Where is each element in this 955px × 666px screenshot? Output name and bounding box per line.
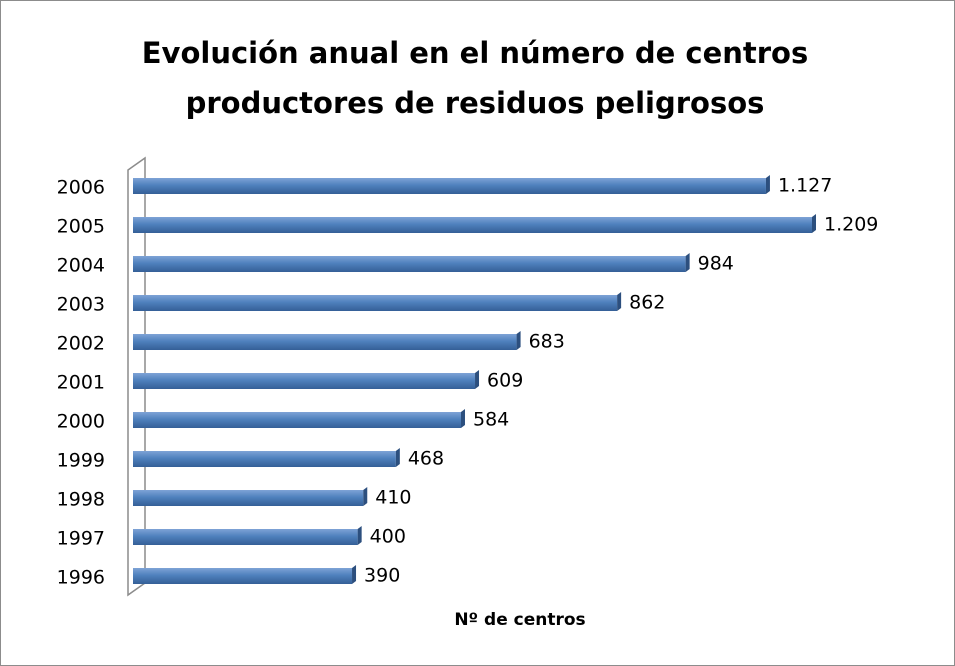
bar <box>133 490 364 506</box>
value-label: 468 <box>408 448 444 470</box>
value-label: 984 <box>698 253 734 275</box>
bar <box>133 178 766 194</box>
value-label: 1.127 <box>778 175 832 197</box>
y-tick-label: 2001 <box>57 372 105 394</box>
value-label: 609 <box>487 370 523 392</box>
bar-end <box>765 175 770 194</box>
value-label: 584 <box>473 409 509 431</box>
x-axis-label: Nº de centros <box>454 610 585 630</box>
bar <box>133 568 353 584</box>
value-label: 1.209 <box>824 214 878 236</box>
y-tick-label: 1997 <box>57 528 105 550</box>
bar-end <box>812 214 816 233</box>
y-tick-label: 2003 <box>57 294 105 316</box>
y-tick-label: 2004 <box>57 255 105 277</box>
value-label: 410 <box>375 487 411 509</box>
value-label: 862 <box>629 292 665 314</box>
y-tick-label: 2006 <box>57 177 105 199</box>
bar-end <box>363 487 368 506</box>
bar <box>133 451 396 467</box>
chart-title: Evolución anual en el número de centros p… <box>142 36 808 120</box>
bar-end <box>475 370 480 389</box>
y-tick-label: 2005 <box>57 216 105 238</box>
bar-end <box>357 526 362 545</box>
y-tick-label: 2002 <box>57 333 105 355</box>
bar-end <box>352 565 357 584</box>
bar-end <box>460 409 465 428</box>
bar <box>133 256 686 272</box>
bar <box>133 529 358 545</box>
bar-end <box>617 292 622 311</box>
bar <box>133 217 812 233</box>
bar <box>133 412 461 428</box>
y-tick-label: 1999 <box>57 450 105 472</box>
y-tick-label: 1996 <box>57 567 105 589</box>
value-label: 683 <box>529 331 565 353</box>
bar-end <box>685 253 690 272</box>
bar <box>133 295 618 311</box>
bar-end <box>395 448 400 467</box>
value-label: 390 <box>364 565 400 587</box>
y-tick-label: 2000 <box>57 411 105 433</box>
bar <box>133 373 476 389</box>
bar-end <box>516 331 521 350</box>
value-label: 400 <box>370 526 406 548</box>
bar <box>133 334 517 350</box>
y-tick-label: 1998 <box>57 489 105 511</box>
